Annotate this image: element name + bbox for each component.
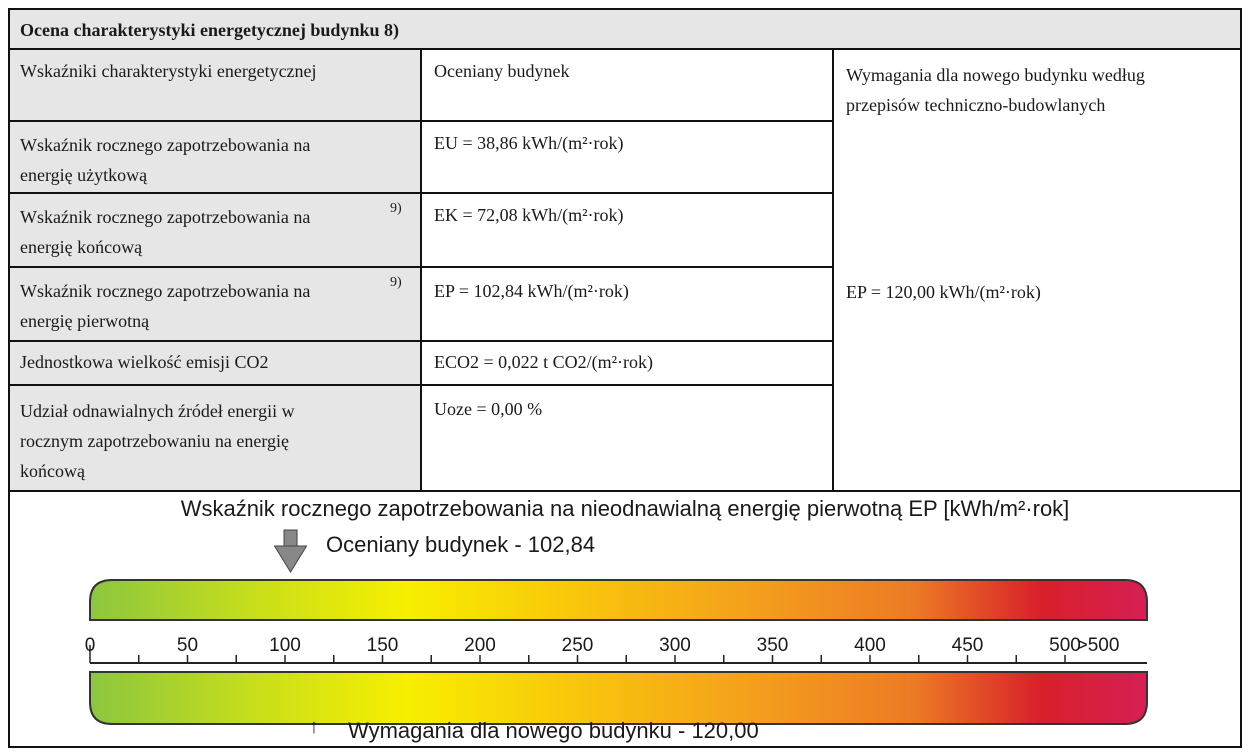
section-title: Ocena charakterystyki energetycznej budy…	[20, 20, 399, 40]
requirement-arrow-icon: ↑	[309, 716, 319, 738]
header-building-cell: Oceniany budynek	[422, 50, 832, 120]
row-ep-footnote: 9)	[390, 275, 402, 290]
row-ep-label-line1: Wskaźnik rocznego zapotrzebowania na	[20, 281, 311, 301]
grid-hline-6	[10, 490, 1240, 492]
header-indicators-cell: Wskaźniki charakterystyki energetycznej	[10, 50, 420, 120]
row-eu-value: EU = 38,86 kWh/(m²·rok)	[434, 133, 624, 153]
scale-tick-label: 450	[951, 635, 984, 656]
row-oze-value: Uoze = 0,00 %	[434, 399, 543, 419]
row-ek-value: EK = 72,08 kWh/(m²·rok)	[434, 205, 624, 225]
row-co2-value: ECO2 = 0,022 t CO2/(m²·rok)	[434, 352, 654, 372]
row-eu-label-cell: Wskaźnik rocznego zapotrzebowania na ene…	[10, 122, 420, 192]
section-title-row: Ocena charakterystyki energetycznej budy…	[10, 10, 1240, 50]
row-oze-label-line3: końcową	[20, 461, 85, 481]
lower-scale-bar	[89, 671, 1148, 725]
grid-hline-3	[10, 266, 834, 268]
scale-tick-label: 200	[464, 635, 496, 656]
row-ep-value: EP = 102,84 kWh/(m²·rok)	[434, 281, 629, 301]
row-oze-label-cell: Udział odnawialnych źródeł energii w roc…	[10, 386, 420, 490]
grid-vline-2	[832, 50, 834, 490]
row-ek-footnote: 9)	[390, 201, 402, 216]
grid-hline-1	[10, 120, 834, 122]
row-ek-label-line1: Wskaźnik rocznego zapotrzebowania na	[20, 207, 311, 227]
row-eu-label-line2: energię użytkową	[20, 165, 148, 185]
row-ek-label-line2: energię końcową	[20, 237, 143, 257]
upper-scale-bar	[89, 579, 1148, 621]
scale-tick-label: 50	[176, 635, 199, 656]
row-co2-value-cell: ECO2 = 0,022 t CO2/(m²·rok)	[422, 342, 832, 384]
grid-vline-1	[420, 50, 422, 490]
row-eu-label-line1: Wskaźnik rocznego zapotrzebowania na	[20, 135, 311, 155]
scale-tick-label: 250	[561, 635, 594, 656]
building-arrow-icon	[273, 529, 308, 573]
scale-ticks	[89, 645, 1066, 663]
requirements-column: Wymagania dla nowego budynku według prze…	[834, 50, 1240, 490]
row-ek-value-cell: EK = 72,08 kWh/(m²·rok)	[422, 194, 832, 266]
scale-tick-label: 0	[84, 635, 96, 656]
header-indicators: Wskaźniki charakterystyki energetycznej	[20, 61, 317, 81]
header-building: Oceniany budynek	[434, 61, 570, 81]
scale-tick-label: 500	[1049, 635, 1081, 656]
grid-hline-2	[10, 192, 834, 194]
grid-hline-4	[10, 340, 834, 342]
row-co2-label-cell: Jednostkowa wielkość emisji CO2	[10, 342, 420, 384]
scale-tick-label: 100	[269, 635, 301, 656]
header-requirements-line2: przepisów techniczno-budowlanych	[846, 95, 1106, 115]
row-eu-value-cell: EU = 38,86 kWh/(m²·rok)	[422, 122, 832, 192]
scale-title: Wskaźnik rocznego zapotrzebowania na nie…	[180, 496, 1070, 521]
scale-tick-label: 350	[756, 635, 789, 656]
scale-tick-label: 150	[366, 635, 399, 656]
row-oze-label-line1: Udział odnawialnych źródeł energii w	[20, 401, 295, 421]
row-oze-value-cell: Uoze = 0,00 %	[422, 386, 832, 490]
scale-tick-label: >500	[1076, 635, 1120, 656]
row-oze-label-line2: rocznym zapotrzebowaniu na energię	[20, 431, 290, 451]
header-requirements-line1: Wymagania dla nowego budynku według	[846, 65, 1145, 85]
requirement-ep-value: EP = 120,00 kWh/(m²·rok)	[846, 282, 1041, 302]
row-ep-label-cell: Wskaźnik rocznego zapotrzebowania na ene…	[10, 268, 420, 340]
building-marker-label: Oceniany budynek - 102,84	[326, 532, 596, 557]
energy-scale-graphic	[89, 529, 1148, 725]
scale-tick-label: 400	[854, 635, 886, 656]
scale-tick-label: 300	[659, 635, 691, 656]
row-ep-value-cell: EP = 102,84 kWh/(m²·rok)	[422, 268, 832, 340]
row-co2-label: Jednostkowa wielkość emisji CO2	[20, 352, 269, 372]
requirement-marker-label: Wymagania dla nowego budynku - 120,00	[348, 718, 759, 743]
row-ep-label-line2: energię pierwotną	[20, 311, 150, 331]
energy-certificate-section: Ocena charakterystyki energetycznej budy…	[8, 8, 1242, 748]
grid-hline-5	[10, 384, 834, 386]
row-ek-label-cell: Wskaźnik rocznego zapotrzebowania na ene…	[10, 194, 420, 266]
